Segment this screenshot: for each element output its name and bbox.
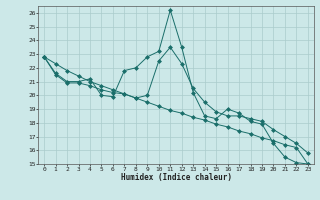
X-axis label: Humidex (Indice chaleur): Humidex (Indice chaleur): [121, 173, 231, 182]
